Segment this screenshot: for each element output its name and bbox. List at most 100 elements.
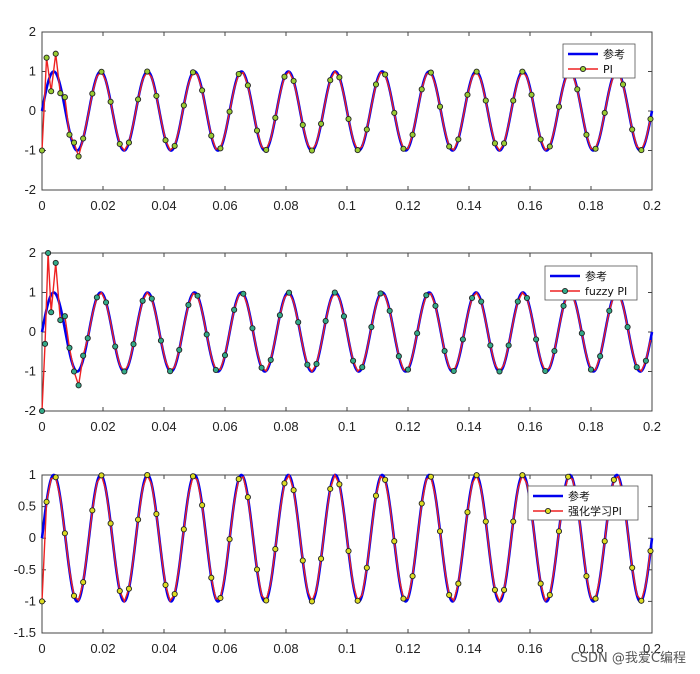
series-marker — [345, 115, 352, 123]
series-marker — [441, 347, 448, 355]
series-marker — [391, 538, 398, 545]
watermark: CSDN @我爱C编程 — [570, 651, 686, 666]
series-marker — [107, 520, 114, 527]
series-marker — [414, 330, 421, 337]
y-tick-label: 0.5 — [18, 499, 36, 514]
x-tick-label: 0.06 — [212, 198, 237, 213]
legend-label-reference: 参考 — [568, 489, 590, 503]
series-marker — [244, 82, 251, 89]
series-marker — [171, 142, 178, 149]
series-marker — [473, 472, 480, 479]
series-marker — [48, 309, 55, 316]
series-marker — [551, 347, 558, 355]
series-marker — [89, 507, 96, 514]
series-marker — [318, 120, 325, 127]
legend-label-series: fuzzy PI — [585, 285, 627, 298]
series-marker — [308, 598, 315, 605]
series-marker — [647, 115, 654, 123]
x-tick-label: 0.18 — [578, 198, 603, 213]
series-marker — [647, 547, 654, 555]
series-marker — [464, 91, 471, 98]
series-marker — [112, 343, 119, 350]
series-marker — [38, 407, 46, 415]
series-marker — [116, 140, 123, 148]
legend-box — [544, 265, 638, 301]
x-tick-label: 0.16 — [517, 641, 542, 656]
series-marker — [253, 127, 261, 134]
series-marker — [290, 487, 297, 494]
series-marker — [459, 336, 466, 343]
series-marker — [235, 476, 242, 483]
series-marker — [322, 317, 329, 325]
series-marker — [125, 585, 132, 592]
series-marker — [226, 108, 233, 115]
series-marker — [217, 145, 224, 152]
series-marker — [354, 597, 361, 604]
series-marker — [66, 131, 73, 138]
series-marker — [350, 357, 357, 364]
series-marker — [57, 317, 64, 324]
series-marker — [601, 109, 608, 116]
series-marker — [38, 598, 46, 605]
series-marker — [75, 153, 82, 160]
series-marker — [43, 54, 50, 61]
series-marker — [84, 335, 91, 342]
series-marker — [240, 290, 247, 297]
series-marker — [167, 368, 174, 375]
series-marker — [281, 480, 288, 487]
legend-marker-series — [561, 287, 569, 295]
series-marker — [501, 140, 508, 147]
series-marker — [446, 591, 453, 599]
series-marker — [482, 97, 489, 104]
series-marker — [66, 344, 73, 351]
series-marker — [455, 136, 462, 143]
series-marker — [153, 92, 160, 99]
series-marker — [446, 143, 453, 150]
series-marker — [409, 131, 416, 138]
legend-marker-series — [544, 507, 552, 515]
series-marker — [180, 102, 187, 109]
series-marker — [555, 528, 563, 535]
legend-label-series: PI — [603, 63, 613, 76]
series-marker — [450, 367, 457, 375]
x-tick-label: 0 — [38, 198, 45, 213]
series-marker — [157, 337, 164, 344]
y-tick-label: -1.5 — [14, 625, 36, 640]
series-marker — [533, 336, 540, 343]
series-marker — [382, 476, 389, 483]
series-marker — [565, 473, 572, 480]
series-marker — [304, 361, 311, 368]
series-marker — [48, 88, 55, 95]
series-marker — [308, 147, 315, 154]
series-marker — [496, 368, 503, 375]
series-marker — [546, 143, 553, 150]
series-marker — [491, 586, 498, 593]
series-marker — [583, 131, 590, 138]
series-marker — [377, 290, 384, 297]
y-tick-label: -0.5 — [14, 562, 36, 577]
series-marker — [253, 566, 261, 573]
series-marker — [505, 342, 512, 349]
series-marker — [70, 592, 78, 599]
series-marker — [299, 121, 306, 129]
series-marker — [61, 94, 68, 101]
series-marker — [359, 364, 366, 371]
x-tick-label: 0.14 — [456, 198, 481, 213]
series-marker — [249, 325, 256, 332]
series-marker — [180, 526, 187, 533]
series-marker — [135, 96, 142, 103]
series-marker — [61, 313, 68, 320]
series-marker — [185, 301, 192, 309]
series-marker — [70, 368, 78, 375]
series-marker — [98, 68, 105, 75]
series-marker — [331, 289, 338, 296]
x-tick-label: 0.02 — [90, 419, 115, 434]
series-marker — [395, 353, 402, 360]
series-marker — [231, 306, 238, 313]
legend-label-reference: 参考 — [585, 269, 607, 283]
series-marker — [514, 298, 521, 305]
x-tick-label: 0.04 — [151, 641, 176, 656]
series-marker — [482, 518, 489, 525]
series-marker — [473, 68, 480, 75]
series-marker — [89, 90, 96, 97]
